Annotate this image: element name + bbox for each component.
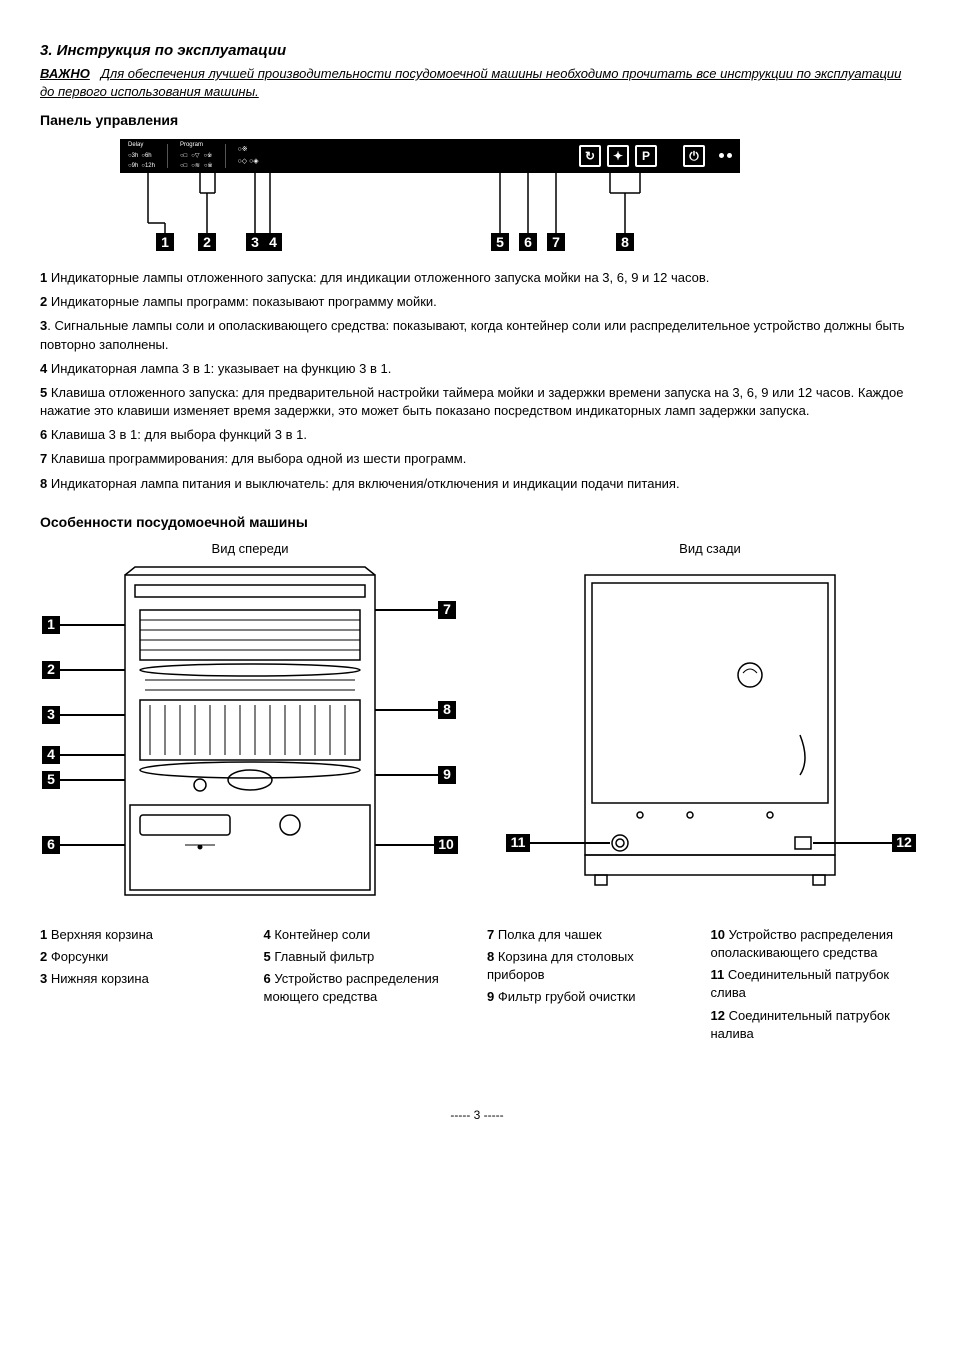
front-label-6: 6 xyxy=(42,836,60,854)
panel-desc-item: 1 Индикаторные лампы отложенного запуска… xyxy=(40,269,914,287)
front-label-4: 4 xyxy=(42,746,60,764)
panel-descriptions: 1 Индикаторные лампы отложенного запуска… xyxy=(40,269,914,493)
legend-item: 7 Полка для чашек xyxy=(487,926,691,944)
back-view-caption: Вид сзади xyxy=(500,540,920,558)
back-label-11: 11 xyxy=(506,834,530,852)
panel-callout-lines: 1 2 3 4 5 6 7 8 xyxy=(120,173,740,253)
svg-text:4: 4 xyxy=(269,234,277,250)
legend-item: 6 Устройство распределения моющего средс… xyxy=(264,970,468,1006)
legend-column: 4 Контейнер соли 5 Главный фильтр 6 Устрой… xyxy=(264,926,468,1011)
panel-desc-item: 8 Индикаторная лампа питания и выключате… xyxy=(40,475,914,493)
panel-button-3[interactable]: P xyxy=(635,145,657,167)
legend-column: 1 Верхняя корзина 2 Форсунки 3 Нижняя корз… xyxy=(40,926,244,993)
panel-right-group: ↻ ✦ P ⏻ xyxy=(579,145,732,167)
back-view-column: Вид сзади xyxy=(500,540,920,909)
back-view-diagram: 11 12 xyxy=(500,565,920,910)
legend-item: 4 Контейнер соли xyxy=(264,926,468,944)
legend-item: 11 Соединительный патрубок слива xyxy=(711,966,915,1002)
panel-label-delay: Delay xyxy=(128,141,155,149)
features-legend: 1 Верхняя корзина 2 Форсунки 3 Нижняя корз… xyxy=(40,926,914,1047)
panel-label-program: Program xyxy=(180,141,213,149)
panel-button-2[interactable]: ✦ xyxy=(607,145,629,167)
legend-item: 12 Соединительный патрубок налива xyxy=(711,1007,915,1043)
legend-item: 9 Фильтр грубой очистки xyxy=(487,988,691,1006)
panel-button-1[interactable]: ↻ xyxy=(579,145,601,167)
panel-desc-item: 6 Клавиша 3 в 1: для выбора функций 3 в … xyxy=(40,426,914,444)
panel-left-group: Delay ○3h ○6h ○9h ○12h Program ○□○▽○※ ○□… xyxy=(128,141,259,170)
control-panel-strip: Delay ○3h ○6h ○9h ○12h Program ○□○▽○※ ○□… xyxy=(120,139,740,173)
front-view-diagram: 1 2 3 4 5 6 7 8 9 10 xyxy=(40,565,460,910)
svg-text:8: 8 xyxy=(621,234,629,250)
svg-text:3: 3 xyxy=(251,234,259,250)
back-label-12: 12 xyxy=(892,834,916,852)
svg-text:1: 1 xyxy=(161,234,169,250)
front-label-1: 1 xyxy=(42,616,60,634)
legend-item: 5 Главный фильтр xyxy=(264,948,468,966)
legend-item: 8 Корзина для столовых приборов xyxy=(487,948,691,984)
svg-text:5: 5 xyxy=(496,234,504,250)
important-note: ВАЖНО Для обеспечения лучшей производите… xyxy=(40,65,914,101)
front-view-column: Вид спереди xyxy=(40,540,460,909)
panel-desc-item: 3. Сигнальные лампы соли и ополаскивающе… xyxy=(40,317,914,353)
important-label: ВАЖНО xyxy=(40,66,90,81)
front-label-10: 10 xyxy=(434,836,458,854)
section-title: 3. Инструкция по эксплуатации xyxy=(40,40,914,61)
front-label-8: 8 xyxy=(438,701,456,719)
svg-text:2: 2 xyxy=(203,234,211,250)
legend-column: 10 Устройство распределения ополаскивающ… xyxy=(711,926,915,1047)
features-subtitle: Особенности посудомоечной машины xyxy=(40,513,914,533)
legend-item: 2 Форсунки xyxy=(40,948,244,966)
features-views: Вид спереди xyxy=(40,540,914,909)
panel-desc-item: 5 Клавиша отложенного запуска: для предв… xyxy=(40,384,914,420)
panel-desc-item: 4 Индикаторная лампа 3 в 1: указывает на… xyxy=(40,360,914,378)
legend-item: 1 Верхняя корзина xyxy=(40,926,244,944)
page-number: ----- 3 ----- xyxy=(40,1107,914,1124)
panel-subtitle: Панель управления xyxy=(40,111,914,131)
front-label-2: 2 xyxy=(42,661,60,679)
panel-indicator-dots xyxy=(719,153,732,158)
front-view-caption: Вид спереди xyxy=(40,540,460,558)
panel-button-4[interactable]: ⏻ xyxy=(683,145,705,167)
front-label-7: 7 xyxy=(438,601,456,619)
panel-desc-item: 2 Индикаторные лампы программ: показываю… xyxy=(40,293,914,311)
control-panel-figure: Delay ○3h ○6h ○9h ○12h Program ○□○▽○※ ○□… xyxy=(40,139,914,253)
front-label-5: 5 xyxy=(42,771,60,789)
important-text: Для обеспечения лучшей производительност… xyxy=(40,66,901,99)
legend-item: 3 Нижняя корзина xyxy=(40,970,244,988)
legend-item: 10 Устройство распределения ополаскивающ… xyxy=(711,926,915,962)
front-label-3: 3 xyxy=(42,706,60,724)
legend-column: 7 Полка для чашек 8 Корзина для столовых … xyxy=(487,926,691,1011)
panel-desc-item: 7 Клавиша программирования: для выбора о… xyxy=(40,450,914,468)
front-label-9: 9 xyxy=(438,766,456,784)
svg-text:6: 6 xyxy=(524,234,532,250)
svg-text:7: 7 xyxy=(552,234,560,250)
